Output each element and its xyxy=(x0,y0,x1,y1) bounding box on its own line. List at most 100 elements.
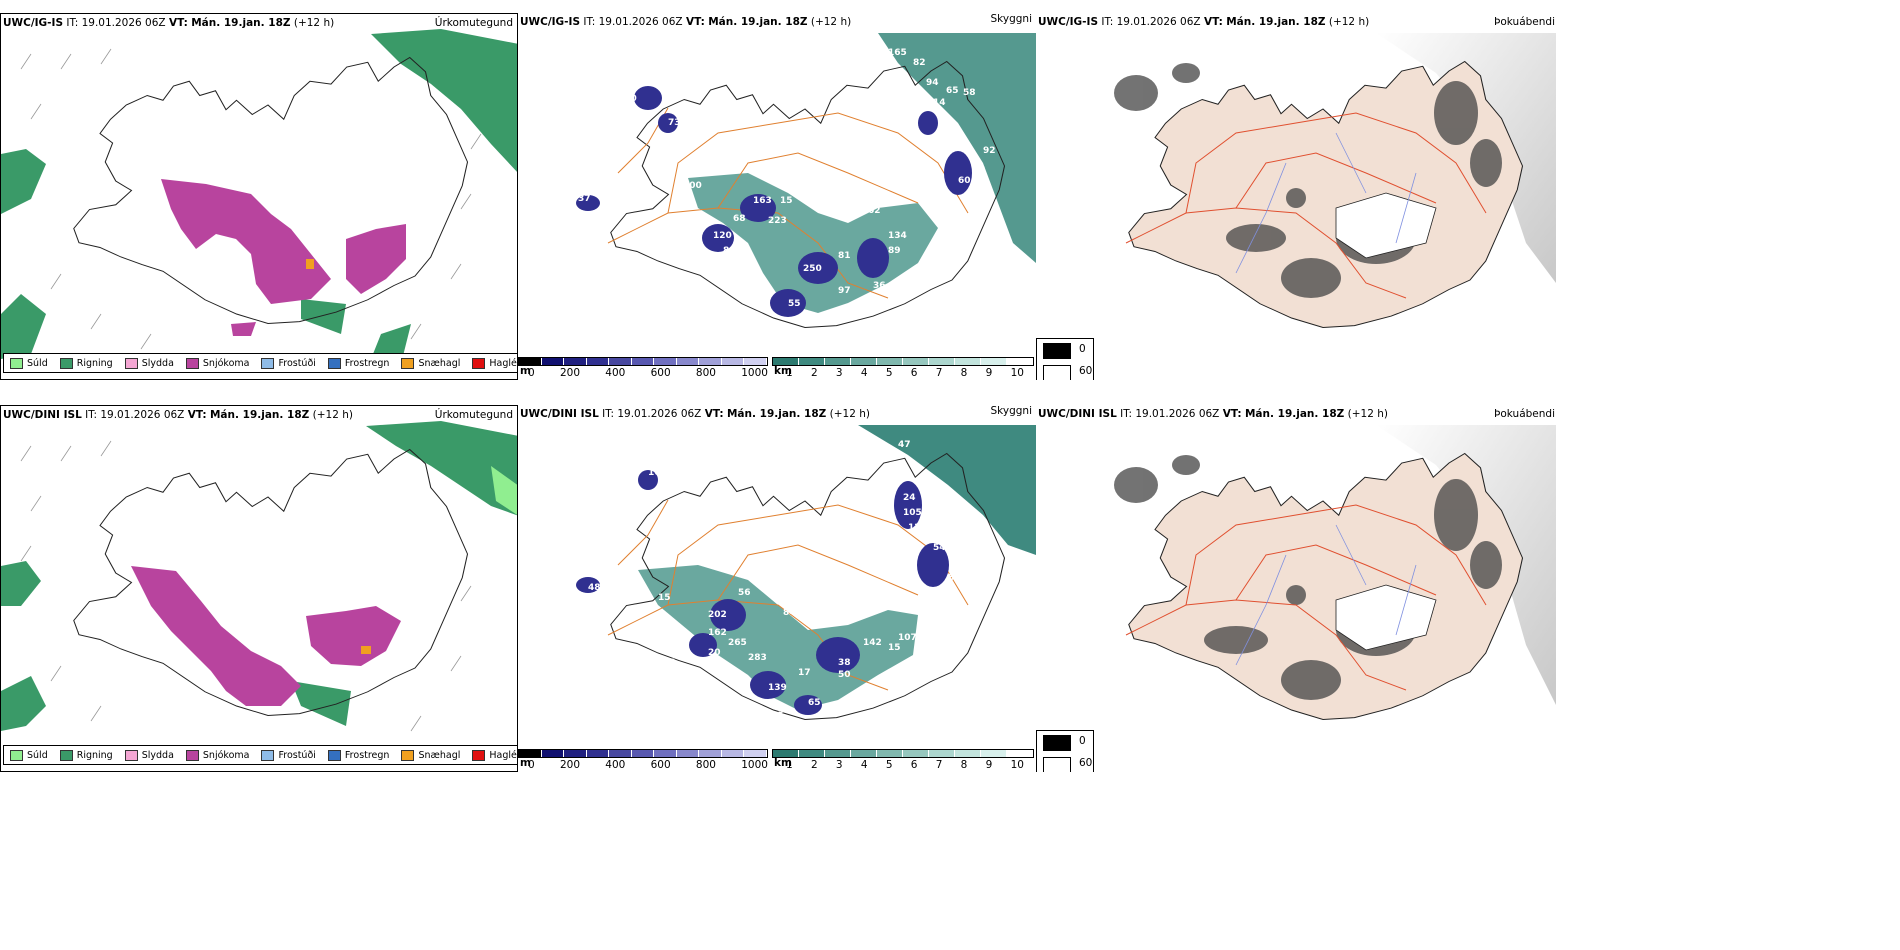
visibility-colorbar: 1 2 3 4 5 6 7 8 9 10 km xyxy=(772,357,1034,379)
colorbar-cell xyxy=(564,358,587,365)
legend-swatch xyxy=(261,749,275,761)
rain-area xyxy=(366,421,517,516)
panel-header: UWC/DINI ISL IT: 19.01.2026 06Z VT: Mán.… xyxy=(520,408,870,420)
colorbar-tick: 200 xyxy=(559,759,580,771)
legend-item: Súld xyxy=(10,749,48,761)
ceiling-label: 75 xyxy=(748,718,761,728)
ceiling-label: 97 xyxy=(838,286,851,296)
legend-swatch xyxy=(327,749,341,761)
road-network xyxy=(1125,112,1487,299)
legend-item: Rigning xyxy=(59,357,113,369)
colorbar-tick: 5 xyxy=(885,367,893,379)
ceiling-label: 105 xyxy=(903,508,922,518)
ceiling-label: 56 xyxy=(738,588,751,598)
ceiling-label: 182 xyxy=(666,251,685,261)
colorbar-cell xyxy=(541,750,565,757)
snow-area-e xyxy=(346,224,406,294)
road-network xyxy=(1125,504,1487,691)
legend-swatch xyxy=(59,357,73,369)
fog-panel-row1: UWC/IG-IS IT: 19.01.2026 06Z VT: Mán. 19… xyxy=(1036,13,1900,380)
fog-legend-label: 0 xyxy=(1079,343,1086,355)
ceiling-label: 81 xyxy=(838,251,851,261)
ceiling-label: 37 xyxy=(578,194,591,204)
ceiling-colorbar-strip xyxy=(518,357,768,366)
colorbar-cell xyxy=(564,750,587,757)
ceiling-label: 250 xyxy=(803,264,822,274)
ceiling-label: 92 xyxy=(670,91,683,101)
ceiling-label: 120 xyxy=(713,231,732,241)
colorbar-tick: 9 xyxy=(985,759,993,771)
fog-panel-row2: UWC/DINI ISL IT: 19.01.2026 06Z VT: Mán.… xyxy=(1036,405,1900,772)
ceiling-cells xyxy=(576,470,949,715)
ceiling-label: 20 xyxy=(708,648,721,658)
colorbar-tick: 3 xyxy=(835,759,843,771)
panel-title: Skyggni xyxy=(990,13,1033,25)
panel-title: Þokuábendi xyxy=(1494,408,1555,420)
ceiling-label: 87 xyxy=(948,573,961,583)
visibility-unit: km xyxy=(774,757,792,769)
colorbar-cell xyxy=(586,358,610,365)
ceiling-label: 62 xyxy=(868,206,881,216)
colorbar-cell xyxy=(654,358,677,365)
precip-legend: Súld Rigning Slydda Snjókoma Frostúði Fr… xyxy=(3,745,517,765)
colorbar-cell xyxy=(744,750,768,757)
legend-item: Frostregn xyxy=(327,357,389,369)
colorbar-cell xyxy=(609,358,632,365)
rivers xyxy=(1235,524,1417,666)
legend-swatch xyxy=(10,357,23,369)
legend-item: Frostúði xyxy=(261,357,316,369)
ceiling-label: 100 xyxy=(618,94,637,104)
fog-map xyxy=(1114,425,1556,721)
colorbar-cell xyxy=(903,358,929,365)
colorbar-cell xyxy=(955,358,981,365)
ceiling-colorbar-ticks: 0 200 400 600 800 1000 xyxy=(518,367,768,379)
legend-swatch xyxy=(401,749,415,761)
colorbar-cell xyxy=(676,750,700,757)
legend-item: Frostregn xyxy=(327,749,389,761)
ceiling-label: 540 xyxy=(538,723,557,733)
ceiling-label: 182 xyxy=(658,76,677,86)
ceiling-label: 15 xyxy=(888,643,901,653)
colorbar-tick: 10 xyxy=(1010,367,1024,379)
panel-header: UWC/IG-IS IT: 19.01.2026 06Z VT: Mán. 19… xyxy=(3,17,335,29)
ceiling-label: 163 xyxy=(753,196,772,206)
ceiling-label: 50 xyxy=(838,670,851,680)
precip-panel-row1: UWC/IG-IS IT: 19.01.2026 06Z VT: Mán. 19… xyxy=(0,13,518,380)
ceiling-label: 84 xyxy=(783,608,796,618)
colorbar-tick: 4 xyxy=(860,367,868,379)
ceiling-label: 63 xyxy=(608,196,621,206)
legend-item: Súld xyxy=(10,357,48,369)
ceiling-label: 38 xyxy=(838,658,851,668)
colorbar-cell xyxy=(654,750,677,757)
colorbar-tick: 3 xyxy=(835,367,843,379)
ceiling-label: 129 xyxy=(673,191,692,201)
colorbar-tick: 9 xyxy=(985,367,993,379)
ceiling-label: 73 xyxy=(668,118,681,128)
colorbar-cell xyxy=(676,358,700,365)
colorbar-cell xyxy=(541,358,565,365)
ceiling-label: 14 xyxy=(933,98,946,108)
ceiling-label: 82 xyxy=(913,58,926,68)
colorbar-cell xyxy=(586,750,610,757)
colorbar-tick: 10 xyxy=(1010,759,1024,771)
panel-title: Skyggni xyxy=(990,405,1033,417)
ceiling-label: 165 xyxy=(888,48,907,58)
ceiling-label: 223 xyxy=(768,216,787,226)
colorbar-cell xyxy=(851,358,877,365)
visibility-colorbar-strip xyxy=(772,357,1034,366)
colorbar-cell xyxy=(631,358,655,365)
colorbar-cell xyxy=(955,750,981,757)
colorbar-cell xyxy=(699,358,722,365)
ceiling-label: 13 xyxy=(663,658,676,668)
visibility-unit: km xyxy=(774,365,792,377)
panel-header: UWC/IG-IS IT: 19.01.2026 06Z VT: Mán. 19… xyxy=(520,16,852,28)
cloud-panel-row1: 165 82 94 65 58 100 182 92 73 37 63 200 163 68 15 129 22… xyxy=(518,13,1036,380)
ceiling-label: 89 xyxy=(888,246,901,256)
cloud-panel-row2: 47 16 45 24 105 123 105 545 87 84 48 38 56 202 84 185 16… xyxy=(518,405,1036,772)
panel-header: UWC/DINI ISL IT: 19.01.2026 06Z VT: Mán.… xyxy=(3,409,353,421)
legend-item: Frostúði xyxy=(261,749,316,761)
ceiling-label: 10 xyxy=(678,246,691,256)
visibility-colorbar-ticks: 1 2 3 4 5 6 7 8 9 10 xyxy=(772,759,1034,771)
ceiling-label: 24 xyxy=(903,493,916,503)
ceiling-label: 94 xyxy=(926,78,939,88)
